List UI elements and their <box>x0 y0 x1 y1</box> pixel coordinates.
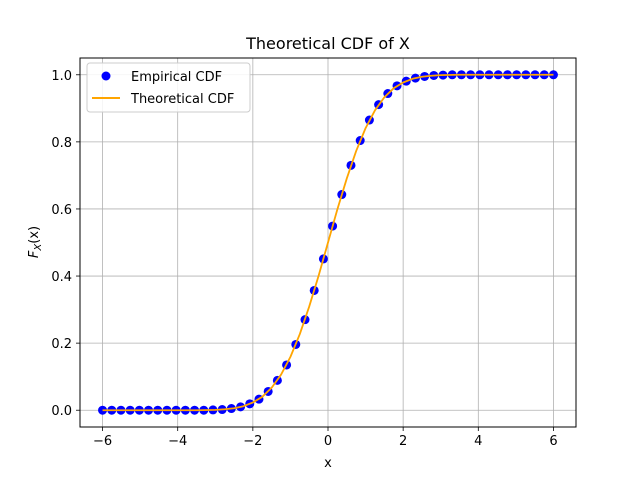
theoretical-cdf-line <box>102 73 554 412</box>
y-tick-label: 0.2 <box>51 337 72 352</box>
x-tick-label: 6 <box>549 434 557 449</box>
x-tick-label: −6 <box>93 434 112 449</box>
legend-marker-empirical <box>101 71 111 81</box>
y-tick-label: 1.0 <box>51 69 72 84</box>
x-tick-label: −4 <box>168 434 187 449</box>
x-tick-label: 2 <box>399 434 407 449</box>
plot-area <box>98 70 558 415</box>
legend-box <box>86 62 251 113</box>
x-tick-label: 4 <box>474 434 482 449</box>
y-axis-title: FX(x) <box>27 226 44 258</box>
axis-ticks: −6 −4 −2 0 2 4 6 0.0 0.2 0.4 0.6 0.8 1.0 <box>51 69 557 449</box>
empirical-cdf-point <box>548 70 558 80</box>
x-axis-title: x <box>324 456 332 471</box>
y-tick-label: 0.8 <box>51 136 72 151</box>
legend-label-empirical: Empirical CDF <box>131 70 222 85</box>
y-axis-title-sub: X <box>33 243 44 252</box>
y-tick-label: 0.4 <box>51 270 72 285</box>
chart-title: Theoretical CDF of X <box>245 34 410 53</box>
y-tick-label: 0.6 <box>51 203 72 218</box>
legend-label-theoretical: Theoretical CDF <box>130 92 234 107</box>
y-axis-title-main: F <box>27 250 42 258</box>
legend: Empirical CDF Theoretical CDF <box>86 62 251 113</box>
y-tick-label: 0.0 <box>51 404 72 419</box>
x-tick-label: −2 <box>243 434 262 449</box>
x-tick-label: 0 <box>324 434 332 449</box>
empirical-cdf-point <box>98 405 108 415</box>
y-axis-title-tail: (x) <box>27 226 42 244</box>
